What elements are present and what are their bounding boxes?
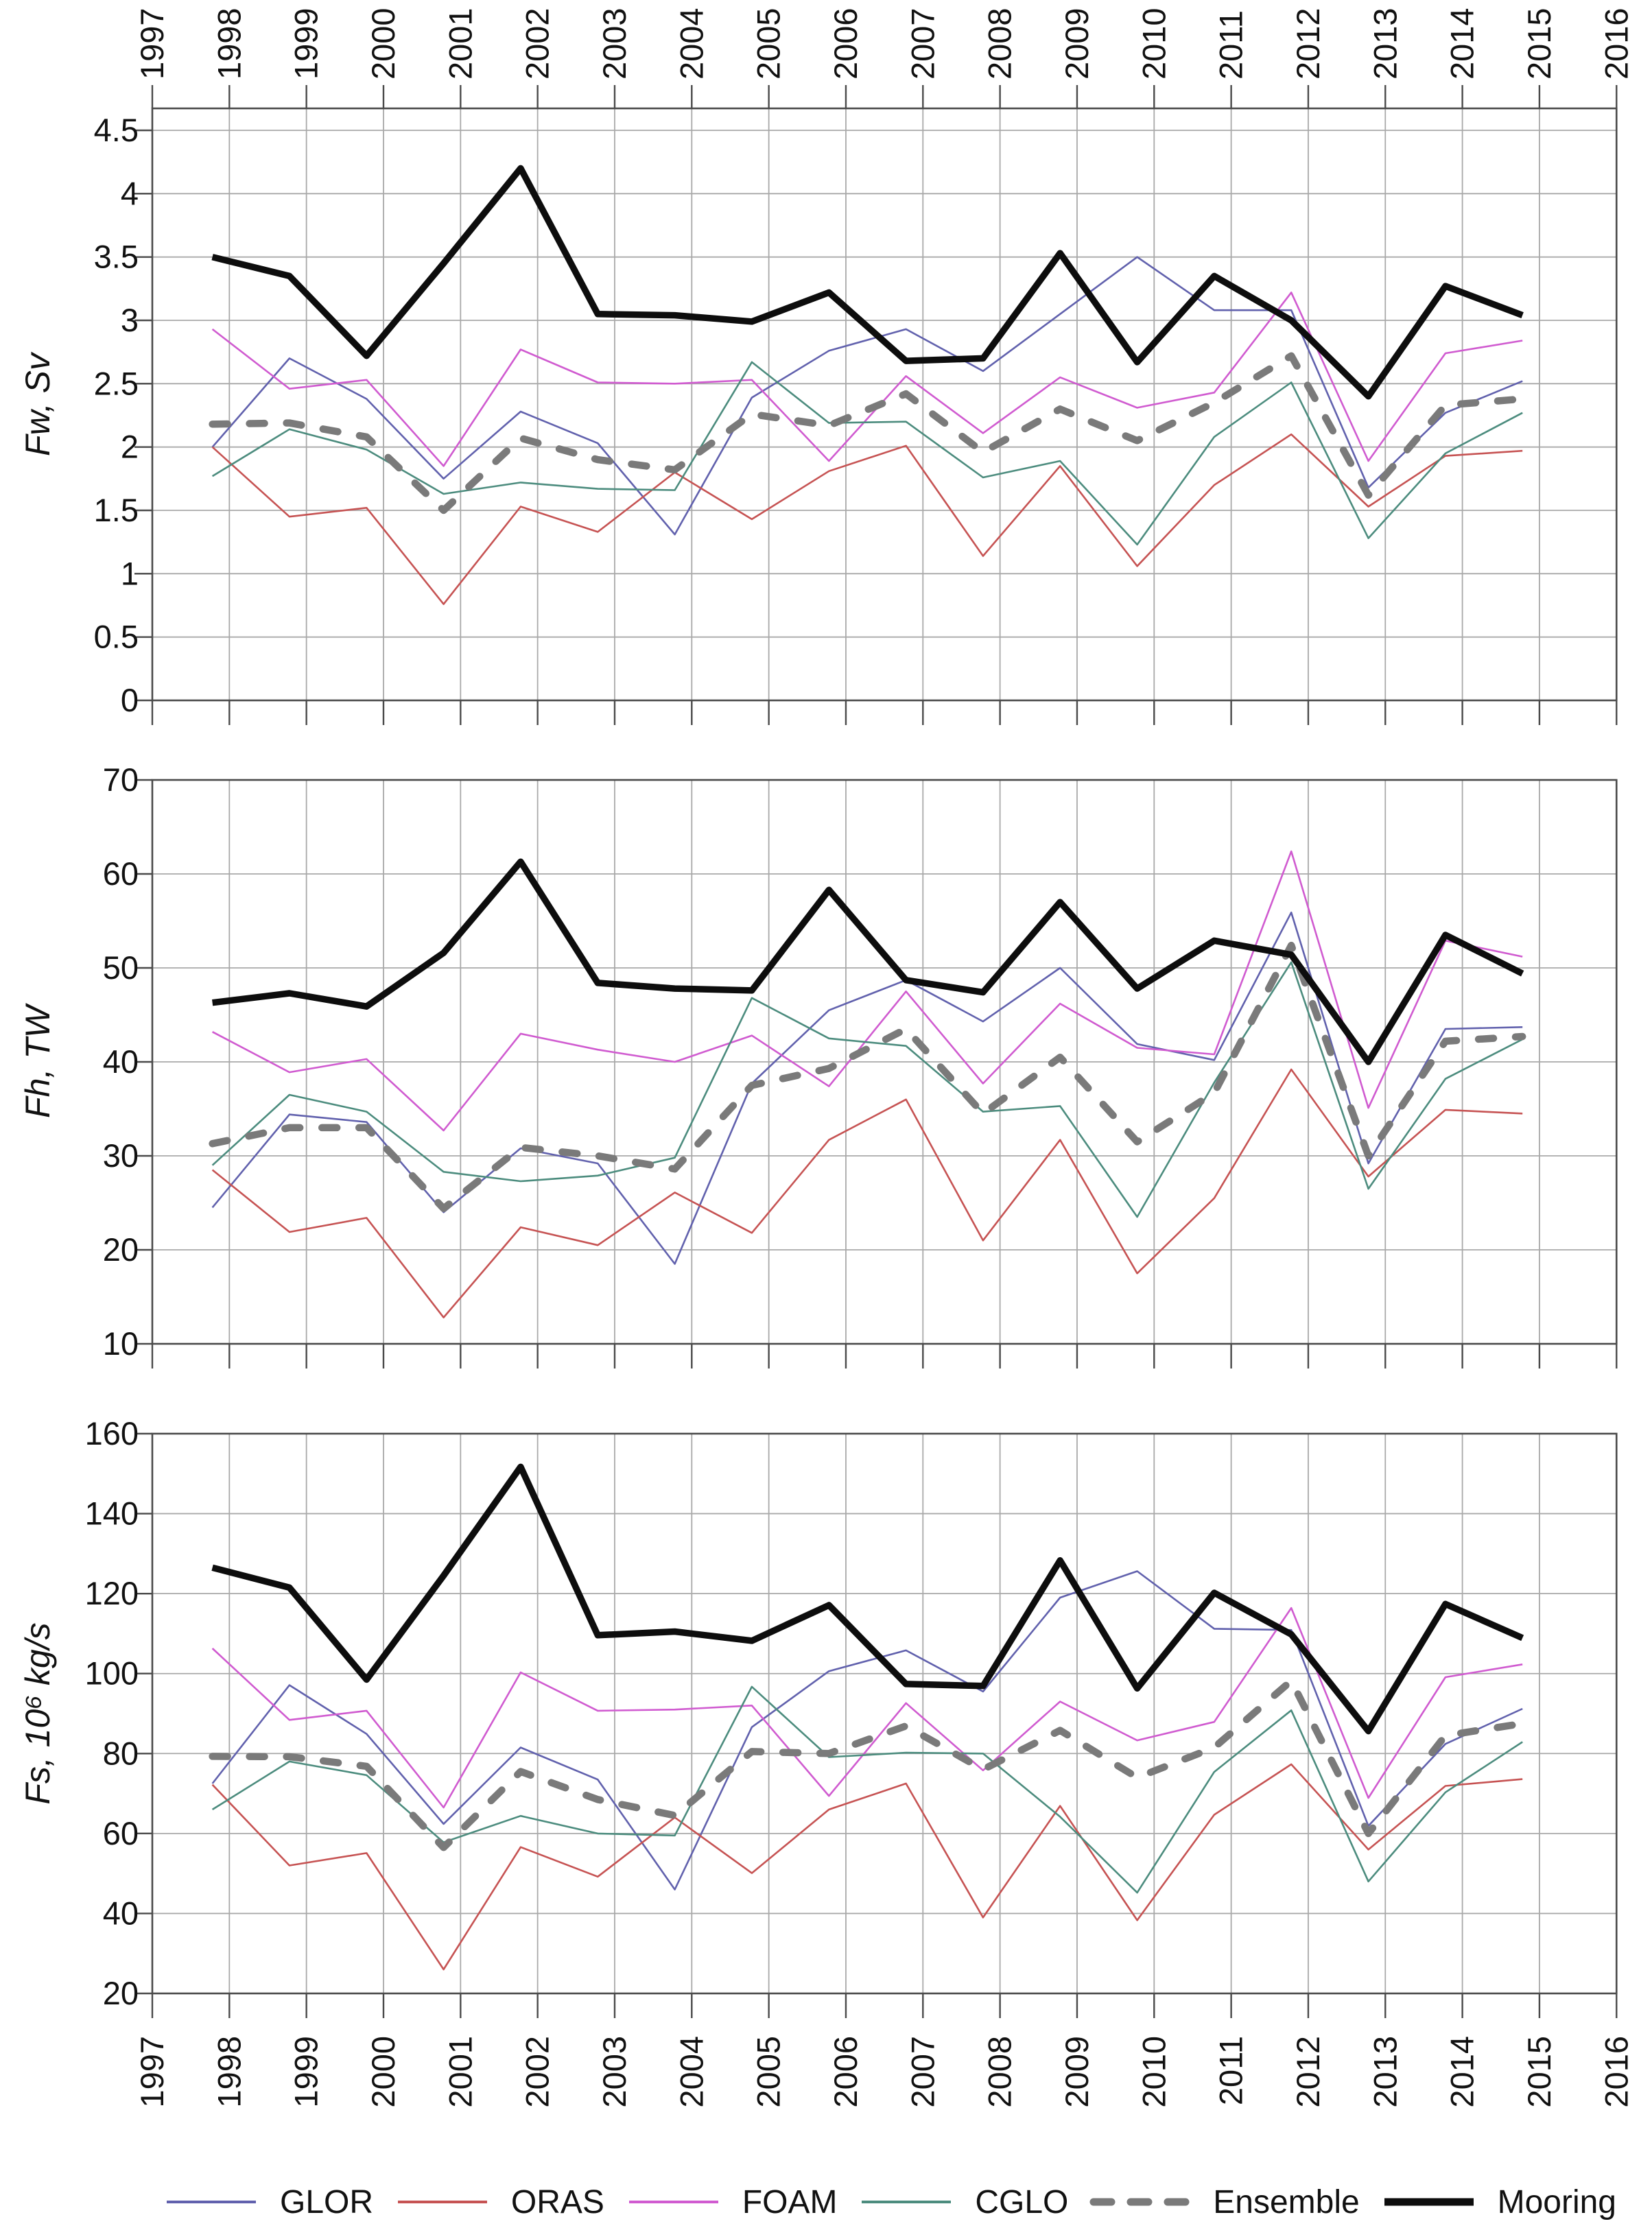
svg-text:70: 70: [103, 761, 139, 798]
svg-text:80: 80: [103, 1735, 139, 1771]
foam-line-swatch: [628, 2201, 718, 2203]
svg-text:2004: 2004: [673, 8, 709, 80]
legend-label: GLOR: [280, 2183, 374, 2220]
legend-label: Mooring: [1497, 2183, 1616, 2220]
svg-text:2016: 2016: [1598, 8, 1634, 80]
svg-text:2010: 2010: [1135, 2036, 1172, 2108]
svg-text:160: 160: [85, 1415, 139, 1452]
svg-text:2014: 2014: [1444, 2036, 1480, 2108]
svg-text:2009: 2009: [1059, 2036, 1095, 2108]
svg-text:4.5: 4.5: [94, 112, 139, 148]
svg-text:40: 40: [103, 1895, 139, 1931]
svg-text:2008: 2008: [982, 8, 1018, 80]
svg-text:60: 60: [103, 1815, 139, 1851]
svg-text:140: 140: [85, 1495, 139, 1532]
legend-item-ensemble: Ensemble: [1089, 2183, 1360, 2221]
legend-item-mooring: Mooring: [1381, 2183, 1616, 2221]
svg-text:2000: 2000: [365, 2036, 401, 2108]
svg-text:40: 40: [103, 1043, 139, 1080]
y-axis-title-fh: Fh, TW: [19, 1006, 57, 1118]
svg-text:2016: 2016: [1598, 2036, 1634, 2108]
svg-text:2000: 2000: [365, 8, 401, 80]
legend-label: Ensemble: [1213, 2183, 1360, 2220]
svg-text:2006: 2006: [827, 8, 864, 80]
legend-item-foam: FOAM: [626, 2183, 838, 2221]
svg-text:20: 20: [103, 1975, 139, 2011]
svg-text:4: 4: [121, 175, 139, 211]
chart-legend: GLOR ORAS FOAM CGLO Ensemble Mooring: [163, 2161, 1616, 2239]
svg-text:2007: 2007: [904, 2036, 941, 2108]
svg-text:1997: 1997: [134, 2036, 170, 2108]
svg-text:60: 60: [103, 855, 139, 892]
legend-item-cglo: CGLO: [858, 2183, 1068, 2221]
svg-text:2001: 2001: [442, 2036, 478, 2108]
svg-text:2015: 2015: [1521, 8, 1557, 80]
svg-text:50: 50: [103, 949, 139, 986]
ensemble-dashed-line-swatch: [1089, 2198, 1192, 2206]
svg-text:20: 20: [103, 1231, 139, 1268]
svg-text:2010: 2010: [1135, 8, 1172, 80]
svg-text:2003: 2003: [596, 2036, 633, 2108]
legend-label: CGLO: [975, 2183, 1069, 2220]
svg-text:0: 0: [121, 682, 139, 718]
svg-text:2006: 2006: [827, 2036, 864, 2108]
svg-text:2013: 2013: [1367, 2036, 1403, 2108]
svg-text:120: 120: [85, 1575, 139, 1611]
glor-line-swatch: [167, 2201, 256, 2203]
svg-text:3: 3: [121, 302, 139, 338]
svg-text:1997: 1997: [134, 8, 170, 80]
svg-text:1998: 1998: [211, 8, 247, 80]
svg-text:2007: 2007: [904, 8, 941, 80]
svg-text:2002: 2002: [519, 8, 556, 80]
svg-text:2011: 2011: [1213, 10, 1249, 80]
svg-text:2005: 2005: [751, 8, 787, 80]
legend-item-oras: ORAS: [394, 2183, 604, 2221]
legend-item-glor: GLOR: [163, 2183, 373, 2221]
svg-text:2003: 2003: [596, 8, 633, 80]
svg-text:2012: 2012: [1290, 2036, 1326, 2108]
svg-text:2.5: 2.5: [94, 365, 139, 401]
svg-text:100: 100: [85, 1655, 139, 1692]
svg-text:1998: 1998: [211, 2036, 247, 2108]
svg-text:10: 10: [103, 1325, 139, 1362]
svg-text:2014: 2014: [1444, 8, 1480, 80]
svg-text:1999: 1999: [288, 2036, 324, 2108]
mooring-line-swatch: [1384, 2198, 1474, 2206]
svg-text:2001: 2001: [442, 8, 478, 80]
svg-text:30: 30: [103, 1137, 139, 1174]
svg-text:2: 2: [121, 429, 139, 465]
legend-label: FOAM: [742, 2183, 838, 2220]
svg-text:0.5: 0.5: [94, 619, 139, 655]
legend-label: ORAS: [510, 2183, 604, 2220]
svg-text:1.5: 1.5: [94, 492, 139, 528]
svg-text:2005: 2005: [751, 2036, 787, 2108]
svg-text:2002: 2002: [519, 2036, 556, 2108]
y-axis-title-fs: Fs, 10⁶ kg/s: [19, 1622, 57, 1805]
svg-text:2012: 2012: [1290, 8, 1326, 80]
y-axis-title-fw: Fw, Sv: [19, 353, 57, 457]
svg-text:2011: 2011: [1213, 2036, 1249, 2105]
cglo-line-swatch: [862, 2201, 952, 2203]
svg-text:1: 1: [121, 555, 139, 591]
svg-text:2015: 2015: [1521, 2036, 1557, 2108]
svg-text:3.5: 3.5: [94, 239, 139, 275]
svg-text:1999: 1999: [288, 8, 324, 80]
svg-text:2008: 2008: [982, 2036, 1018, 2108]
svg-text:2013: 2013: [1367, 8, 1403, 80]
svg-text:2009: 2009: [1059, 8, 1095, 80]
svg-text:2004: 2004: [673, 2036, 709, 2108]
oras-line-swatch: [397, 2201, 487, 2203]
